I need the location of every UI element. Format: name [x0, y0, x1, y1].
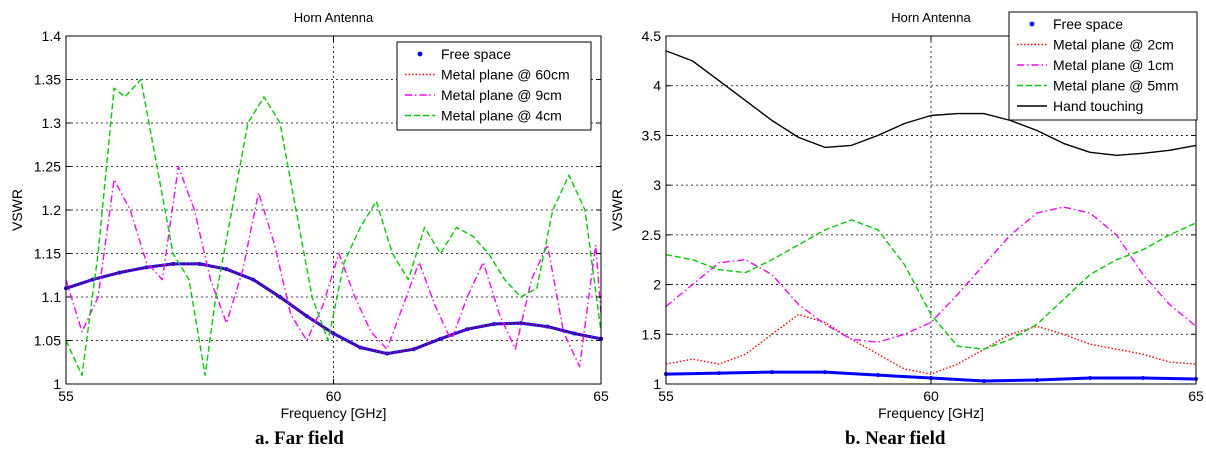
x-tick-label: 60 [923, 388, 939, 404]
legend-marker-0 [417, 51, 423, 57]
legend-label-3: Metal plane @ 4cm [441, 108, 562, 124]
series-line-3 [65, 78, 602, 376]
series-line-2 [65, 165, 602, 368]
legend-box [396, 41, 592, 131]
caption-far-field: a. Far field [255, 428, 344, 449]
y-tick-label: 1.25 [34, 159, 61, 175]
series-line-2 [665, 206, 1197, 343]
legend-label-3: Metal plane @ 5mm [1053, 78, 1178, 94]
chart-near-field: 55 60 65 1 1.5 2 2.5 3 3.5 4 4.5 Horn Antenna Freque… [609, 10, 1204, 421]
series-point-0 [717, 371, 721, 376]
series-line-4 [665, 50, 1197, 157]
y-tick-label: 1.2 [42, 202, 62, 218]
series-point-0 [1088, 376, 1092, 381]
x-tick-label: 60 [326, 388, 342, 404]
legend-label-2: Metal plane @ 9cm [441, 87, 562, 103]
series-point-0 [1035, 378, 1039, 383]
y-tick-label: 2.5 [642, 227, 662, 243]
y-axis-label: VSWR [609, 189, 625, 231]
legend-marker-0 [1029, 21, 1035, 27]
legend-label-0: Free space [441, 46, 511, 62]
x-tick-label: 65 [1188, 388, 1204, 404]
y-tick-label: 1.05 [34, 333, 61, 349]
y-tick-label: 2 [653, 277, 661, 293]
series-point-0 [518, 321, 523, 326]
y-tick-label: 1.35 [34, 72, 61, 88]
series-point-0 [117, 270, 122, 275]
series-line-1 [665, 313, 1197, 375]
legend-label-4: Hand touching [1053, 98, 1143, 114]
chart-title: Horn Antenna [891, 10, 971, 25]
legend-label-0: Free space [1053, 16, 1123, 32]
y-tick-label: 1 [653, 376, 661, 392]
series-point-0 [823, 370, 827, 375]
y-tick-label: 1.5 [642, 326, 662, 342]
y-tick-label: 3 [653, 177, 661, 193]
chart-title: Horn Antenna [294, 10, 374, 25]
legend-label-1: Metal plane @ 2cm [1053, 37, 1174, 53]
legend-label-2: Metal plane @ 1cm [1053, 57, 1174, 73]
caption-near-field: b. Near field [845, 428, 946, 449]
series-point-0 [876, 373, 880, 378]
x-tick-label: 55 [58, 388, 74, 404]
chart-far-field: 55 60 65 1 1.05 1.1 1.15 1.2 1.25 1.3 1.35 1.4 Horn … [9, 10, 609, 421]
legend: Free space Metal plane @ 60cm Metal plane … [396, 41, 592, 131]
legend-box [1008, 11, 1198, 121]
y-tick-label: 3.5 [642, 127, 662, 143]
y-tick-label: 1.4 [42, 28, 62, 44]
x-tick-label: 55 [658, 388, 674, 404]
y-axis-label: VSWR [9, 189, 25, 231]
y-tick-label: 1.3 [42, 115, 62, 131]
y-tick-label: 4.5 [642, 28, 662, 44]
y-tick-label: 1 [53, 376, 61, 392]
legend-label-1: Metal plane @ 60cm [441, 67, 570, 83]
series-point-0 [1141, 376, 1145, 381]
series-point-0 [144, 265, 149, 270]
x-tick-label: 65 [593, 388, 609, 404]
x-axis-label: Frequency [GHz] [878, 405, 984, 421]
y-tick-label: 4 [653, 78, 661, 94]
legend: Free space Metal plane @ 2cm Metal plane @… [1008, 11, 1198, 121]
y-tick-label: 1.1 [42, 289, 62, 305]
series-point-0 [929, 376, 933, 381]
series-point-0 [171, 261, 175, 266]
series-line-3 [665, 219, 1197, 350]
y-tick-label: 1.15 [34, 246, 61, 262]
series-line-1 [65, 263, 602, 355]
series-point-0 [770, 370, 774, 375]
x-axis-label: Frequency [GHz] [281, 405, 387, 421]
series-point-0 [982, 379, 986, 384]
